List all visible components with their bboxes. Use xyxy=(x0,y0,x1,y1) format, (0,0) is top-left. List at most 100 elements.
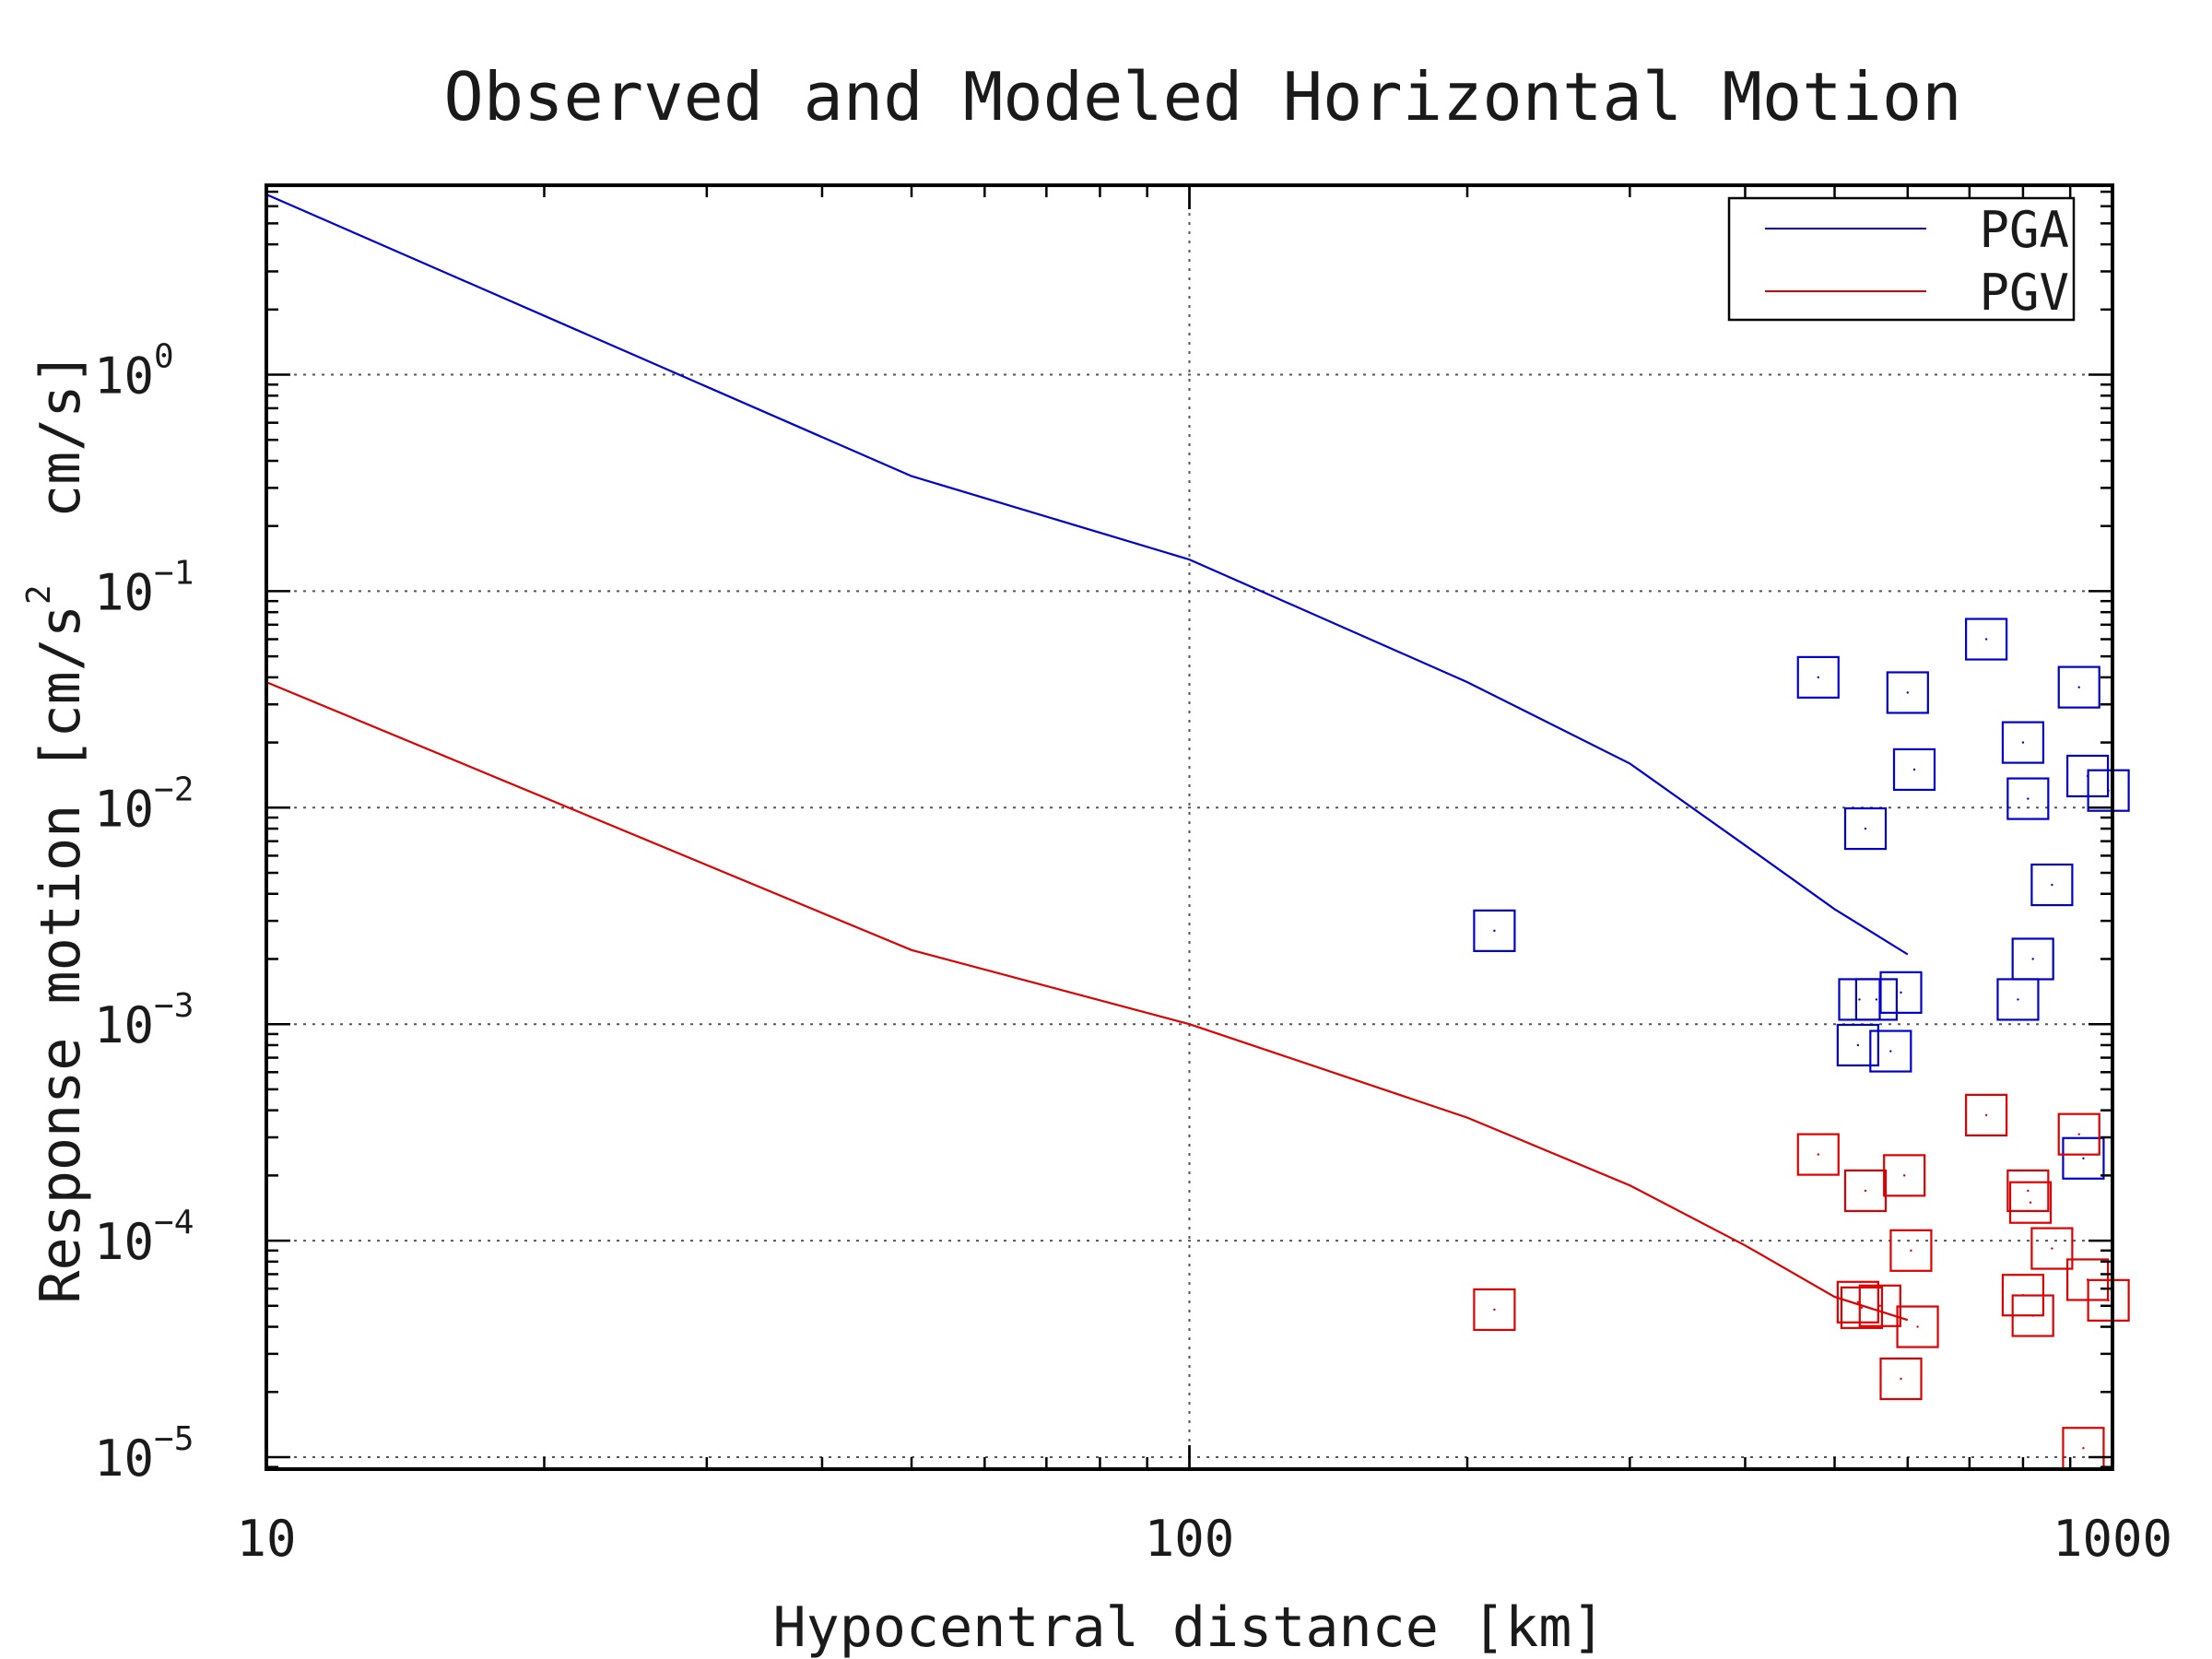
pgv-observed-point-center xyxy=(1910,1249,1912,1253)
pga-observed-point-center xyxy=(1906,691,1910,694)
pgv-observed-point xyxy=(1965,1093,2008,1136)
y-tick-base: 10 xyxy=(94,996,154,1054)
pga-observed-point-center xyxy=(1875,998,1878,1001)
pgv-observed-point-center xyxy=(2029,1201,2032,1204)
pgv-observed-point xyxy=(1840,1286,1884,1329)
legend-label-pgv: PGV xyxy=(1979,264,2069,322)
pga-observed-point-center xyxy=(1817,676,1819,679)
plot-area xyxy=(265,193,2130,1470)
pgv-observed-point-center xyxy=(2077,1133,2080,1135)
chart-title: Observed and Modeled Horizontal Motion xyxy=(443,58,1961,135)
pgv-observed-point-center xyxy=(1900,1377,1902,1381)
pga-observed-point xyxy=(2011,937,2054,981)
y-tick-base: 10 xyxy=(94,1213,154,1271)
pga-observed-point-center xyxy=(2017,998,2019,1001)
pga-observed-point-center xyxy=(2027,797,2030,800)
x-tick-label: 1000 xyxy=(2053,1510,2172,1568)
pga-observed-point xyxy=(1473,909,1516,952)
pgv-observed-point xyxy=(1836,1280,1879,1324)
pga-observed-point-center xyxy=(2031,958,2034,960)
pga-observed-point-center xyxy=(2051,883,2053,887)
y-tick-label: 10−3 xyxy=(94,987,194,1054)
axis-ticks xyxy=(265,185,2114,1469)
pgv-observed-point-center xyxy=(1878,1304,1882,1307)
x-tick-labels: 10 100 1000 xyxy=(236,1510,2172,1568)
pga-observed-point-center xyxy=(1858,998,1861,1001)
plot-frame xyxy=(265,183,2114,1471)
pga-observed-point-center xyxy=(1864,827,1867,830)
legend: PGA PGV xyxy=(1727,196,2076,322)
pga-observed-point-center xyxy=(2077,686,2080,688)
pga-observed-point xyxy=(2062,1136,2105,1180)
pga-observed-point xyxy=(2001,721,2045,764)
y-tick-label: 10−5 xyxy=(94,1420,194,1488)
grid-lines xyxy=(266,185,2112,1469)
pga-observed-point-center xyxy=(1900,991,1902,994)
pga-observed-point-center xyxy=(1984,638,1988,641)
pga-observed-point xyxy=(1843,806,1888,851)
pgv-observed-point-center xyxy=(1856,1300,1860,1303)
legend-box xyxy=(1727,196,2076,322)
pgv-observed-point xyxy=(2008,1181,2053,1224)
y-tick-label: 10−2 xyxy=(94,771,194,838)
pga-observed-point xyxy=(1869,1030,1912,1073)
y-axis-label-unit: cm/s] xyxy=(29,351,93,584)
pga-observed-point xyxy=(1836,1023,1879,1067)
y-tick-base: 10 xyxy=(94,1430,154,1488)
pga-observed-point xyxy=(1854,978,1899,1021)
x-axis-label: Hypocentral distance [km] xyxy=(772,1595,1605,1659)
pga-observed-point xyxy=(1796,655,1840,699)
pga-observed-point xyxy=(2087,769,2130,812)
y-tick-label: 100 xyxy=(94,338,174,406)
pga-observed-point-center xyxy=(1856,1043,1860,1047)
pgv-observed-point xyxy=(2057,1112,2100,1156)
pga-observed-point xyxy=(1879,971,1923,1014)
pgv-model-line xyxy=(265,681,1909,1322)
y-tick-exponent: −2 xyxy=(154,771,194,808)
pgv-observed-point-center xyxy=(2082,1447,2085,1450)
y-tick-base: 10 xyxy=(94,563,154,621)
x-tick-label: 100 xyxy=(1145,1510,1235,1568)
pga-observed-point-center xyxy=(2021,741,2025,744)
y-tick-exponent: −4 xyxy=(154,1204,194,1241)
y-tick-exponent: −1 xyxy=(154,554,194,592)
pgv-observed-point xyxy=(1843,1169,1888,1213)
pga-observed-point xyxy=(2057,665,2100,709)
y-tick-base: 10 xyxy=(94,780,154,838)
pgv-observed-point xyxy=(1889,1229,1933,1272)
pgv-observed-point xyxy=(1796,1133,1840,1176)
pgv-observed-point-center xyxy=(1493,1308,1496,1312)
pgv-observed-point xyxy=(1883,1154,1926,1197)
pga-observed-point-center xyxy=(1912,768,1916,771)
y-tick-exponent: −3 xyxy=(154,987,194,1025)
pga-observed-point-center xyxy=(1889,1050,1892,1053)
pgv-observed-point-center xyxy=(2051,1247,2053,1250)
pgv-observed-point xyxy=(1473,1288,1516,1332)
pga-observed-point xyxy=(2030,863,2074,907)
pgv-observed-point xyxy=(1879,1357,1923,1401)
pga-observed-point-center xyxy=(2107,789,2110,792)
y-tick-base: 10 xyxy=(94,347,154,406)
pga-observed-point-center xyxy=(1493,929,1496,933)
y-tick-exponent: 0 xyxy=(154,338,174,376)
pgv-observed-point xyxy=(2006,1169,2050,1213)
pgv-observed-point xyxy=(2011,1294,2054,1337)
pgv-observed-point xyxy=(2087,1278,2130,1322)
y-tick-label: 10−1 xyxy=(94,554,194,621)
pgv-observed-point-center xyxy=(2027,1189,2030,1193)
pgv-observed-point-center xyxy=(2107,1299,2110,1302)
y-axis-label-main: Response motion [cm/s xyxy=(29,605,93,1304)
pgv-observed-point-center xyxy=(1817,1153,1819,1156)
y-tick-label: 10−4 xyxy=(94,1204,194,1271)
pga-model-line xyxy=(265,193,1909,956)
pgv-observed-point-center xyxy=(1916,1325,1919,1328)
y-tick-exponent: −5 xyxy=(154,1420,194,1458)
pgv-observed-point xyxy=(1896,1305,1939,1348)
pgv-observed-point-center xyxy=(1860,1306,1864,1310)
pgv-observed-point-center xyxy=(2031,1314,2034,1317)
pga-observed-point xyxy=(1886,671,1929,714)
pga-observed-point xyxy=(1892,747,1936,792)
legend-label-pga: PGA xyxy=(1979,201,2069,259)
